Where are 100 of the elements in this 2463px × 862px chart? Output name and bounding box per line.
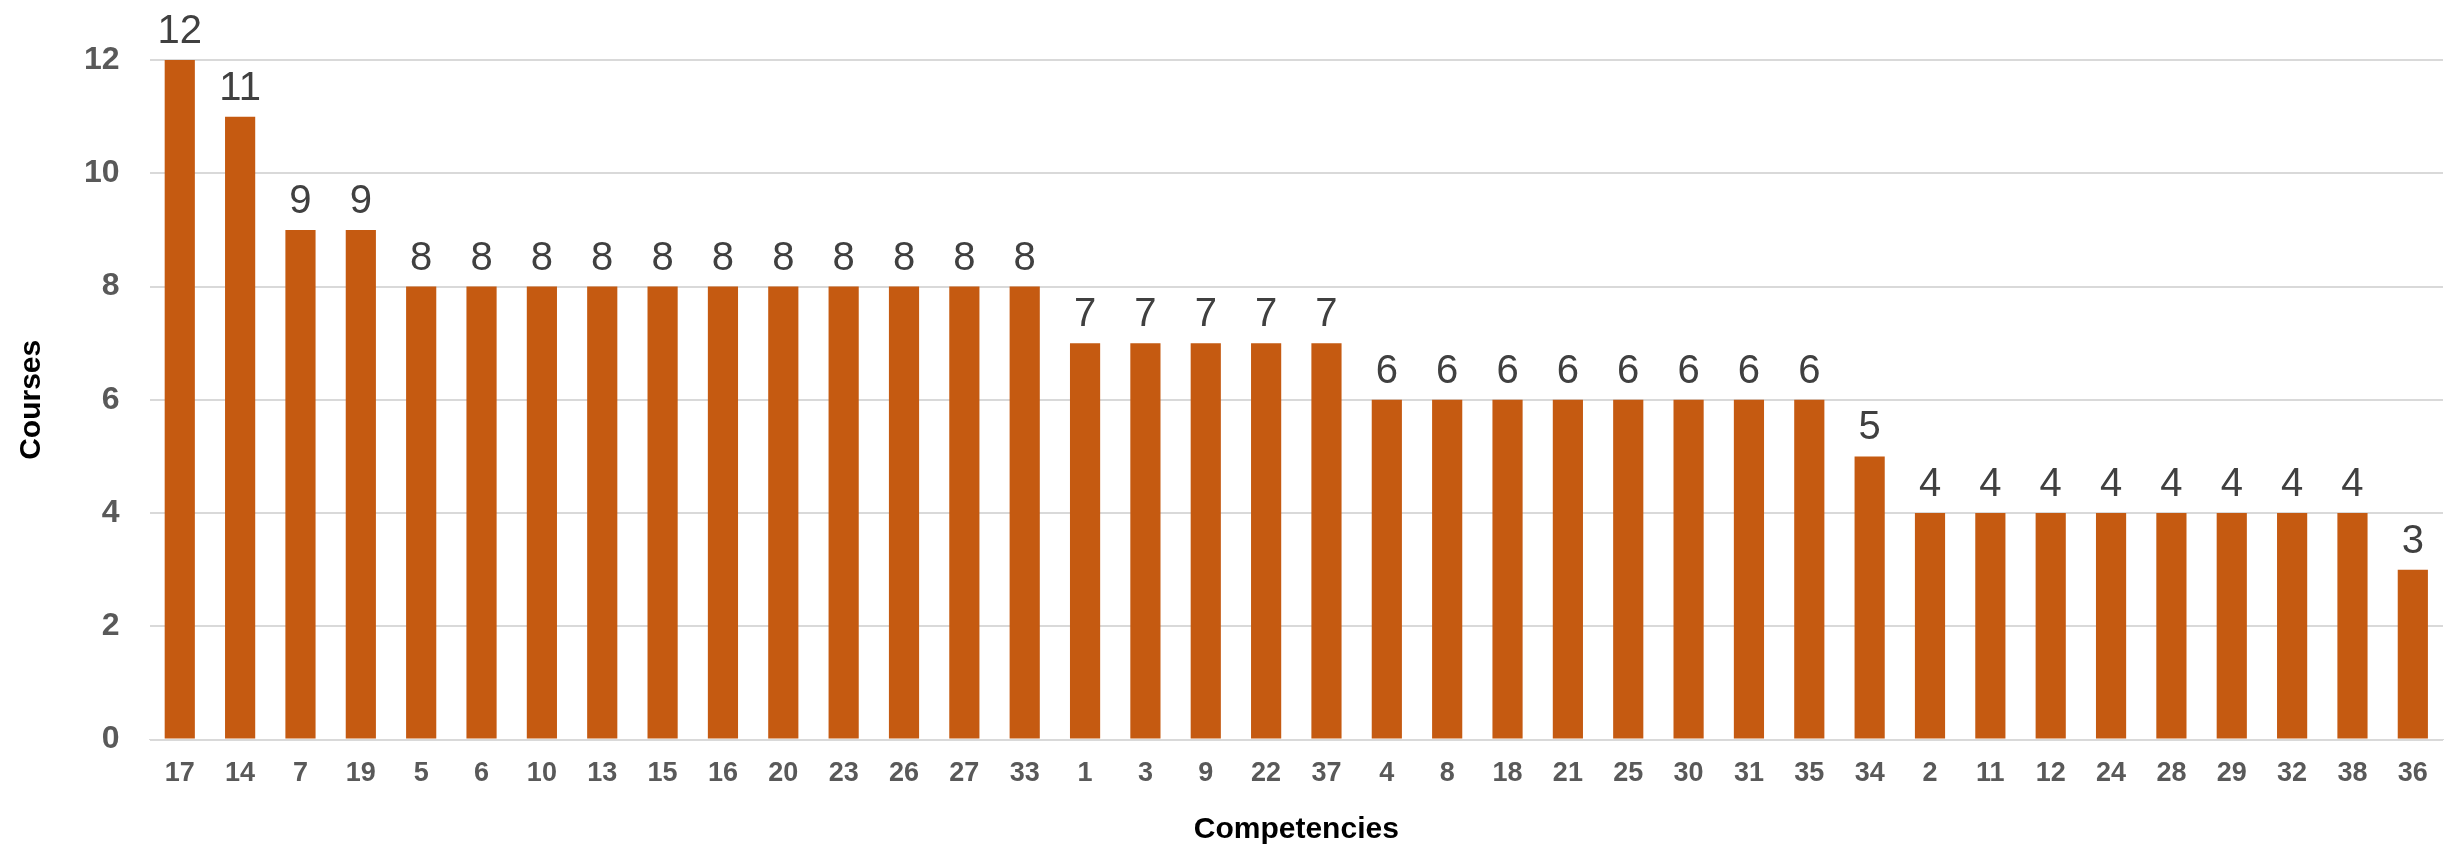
bar	[768, 286, 799, 739]
data-label: 6	[1617, 346, 1640, 391]
x-tick-label: 28	[2156, 757, 2187, 788]
data-label: 6	[1677, 346, 1700, 391]
x-tick-label: 5	[413, 757, 429, 788]
x-tick-label: 10	[526, 757, 557, 788]
bar	[2397, 569, 2428, 739]
x-tick-label: 3	[1137, 757, 1153, 788]
x-tick-label: 32	[2277, 757, 2308, 788]
x-tick-label: 26	[888, 757, 920, 788]
data-label: 8	[651, 233, 674, 278]
x-tick-label: 23	[828, 757, 859, 788]
data-label: 9	[349, 176, 372, 221]
bar	[2337, 513, 2368, 739]
data-label: 3	[2401, 516, 2424, 561]
bar	[707, 286, 739, 739]
bar	[2216, 513, 2247, 739]
data-label: 7	[1315, 290, 1338, 335]
x-tick-label: 2	[1922, 757, 1938, 788]
y-tick-label: 4	[101, 492, 120, 529]
bar	[225, 116, 256, 739]
bar	[1733, 399, 1765, 739]
y-tick-label: 0	[101, 719, 120, 756]
bar	[1371, 399, 1402, 739]
bar	[1311, 343, 1342, 739]
x-tick-label: 38	[2337, 757, 2368, 788]
x-tick-label: 34	[1854, 757, 1885, 788]
data-label: 8	[772, 233, 795, 278]
data-label: 7	[1255, 290, 1278, 335]
x-tick-label: 13	[587, 757, 618, 788]
data-label: 8	[1013, 233, 1036, 278]
x-tick-label: 9	[1198, 757, 1214, 788]
x-tick-label: 16	[707, 757, 738, 788]
data-label: 6	[1496, 346, 1519, 391]
x-tick-label: 36	[2397, 757, 2428, 788]
x-tick-label: 14	[225, 757, 256, 788]
x-axis-title: Competencies	[1193, 811, 1399, 845]
bar	[164, 60, 195, 739]
x-tick-label: 19	[345, 757, 376, 788]
data-label: 11	[219, 63, 261, 108]
x-tick-label: 21	[1552, 757, 1583, 788]
x-tick-label: 11	[1976, 757, 2005, 788]
x-tick-label: 30	[1673, 757, 1704, 788]
data-label: 8	[892, 233, 916, 278]
bar	[1914, 513, 1946, 739]
bar	[2095, 513, 2127, 739]
bar	[1432, 399, 1463, 739]
bar	[1492, 399, 1523, 739]
bar	[2035, 513, 2066, 739]
bar	[587, 286, 618, 739]
data-label: 4	[2220, 460, 2243, 505]
data-label: 4	[1918, 460, 1942, 505]
y-tick-label: 2	[101, 606, 120, 643]
x-tick-label: 17	[164, 757, 195, 788]
bar	[345, 229, 376, 739]
bar	[647, 286, 678, 739]
bar	[1251, 343, 1282, 739]
x-tick-label: 8	[1439, 757, 1455, 788]
bar	[1975, 513, 2006, 739]
bar	[466, 286, 497, 739]
x-tick-label: 25	[1613, 757, 1644, 788]
y-tick-label: 12	[84, 39, 120, 76]
y-tick-label: 10	[84, 153, 120, 190]
bar	[1190, 343, 1221, 739]
y-tick-label: 6	[101, 379, 120, 416]
x-tick-label: 15	[647, 757, 678, 788]
data-label: 8	[410, 233, 433, 278]
data-label: 7	[1073, 290, 1097, 335]
y-tick-label: 8	[101, 266, 120, 303]
x-tick-label: 24	[2096, 757, 2127, 788]
x-tick-label: 12	[2035, 757, 2066, 788]
bar	[1130, 343, 1161, 739]
x-tick-label: 29	[2216, 757, 2247, 788]
bar	[1552, 399, 1583, 739]
data-label: 4	[2160, 460, 2183, 505]
bar	[828, 286, 859, 739]
x-tick-label: 18	[1492, 757, 1523, 788]
data-label: 8	[470, 233, 493, 278]
data-label: 7	[1194, 290, 1217, 335]
data-label: 8	[832, 233, 855, 278]
data-label: 5	[1858, 403, 1881, 448]
data-label: 8	[711, 233, 735, 278]
bar	[406, 286, 437, 739]
bar	[1854, 456, 1885, 739]
x-tick-label: 22	[1251, 757, 1282, 788]
data-label: 8	[530, 233, 554, 278]
data-label: 4	[2039, 460, 2062, 505]
data-label: 12	[157, 7, 203, 52]
y-axis-title: Courses	[13, 339, 47, 460]
data-label: 8	[953, 233, 976, 278]
bar	[1794, 399, 1825, 739]
bar	[1009, 286, 1040, 739]
x-tick-label: 31	[1733, 757, 1764, 788]
data-label: 6	[1798, 346, 1821, 391]
bar	[949, 286, 980, 739]
x-tick-label: 4	[1379, 757, 1395, 788]
bar	[285, 229, 316, 739]
data-label: 7	[1134, 290, 1157, 335]
data-label: 4	[2099, 460, 2123, 505]
x-tick-label: 7	[292, 757, 308, 788]
